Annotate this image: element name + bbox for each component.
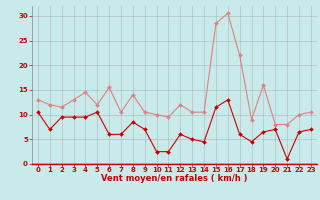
X-axis label: Vent moyen/en rafales ( km/h ): Vent moyen/en rafales ( km/h ) xyxy=(101,174,248,183)
